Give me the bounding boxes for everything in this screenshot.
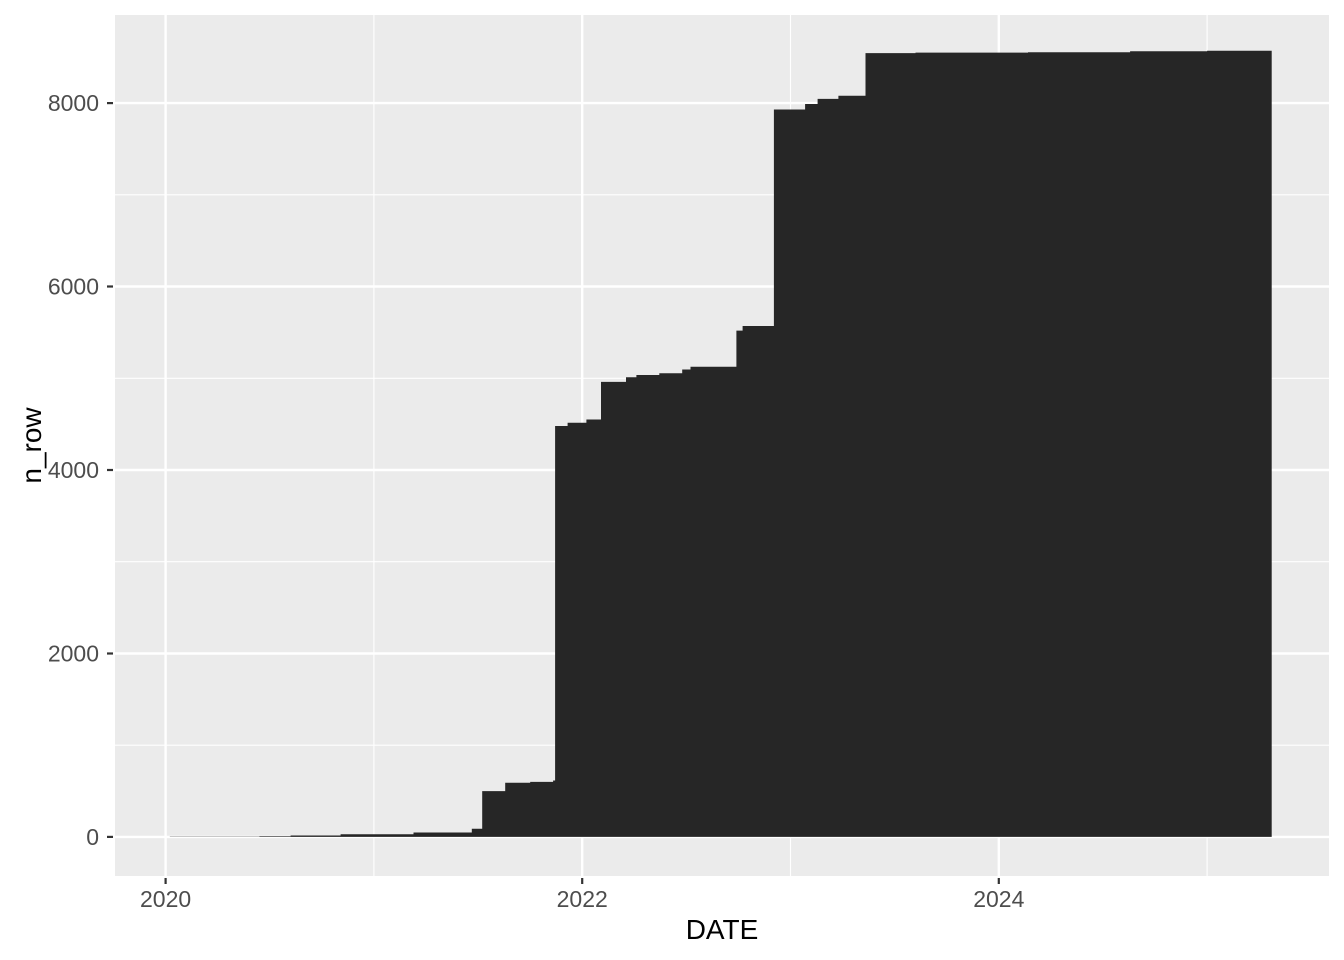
x-axis-title: DATE: [686, 914, 759, 945]
area-series: [169, 50, 1272, 837]
x-tick-label: 2020: [140, 886, 191, 912]
x-tick-label: 2022: [557, 886, 608, 912]
x-tick-label: 2024: [973, 886, 1024, 912]
plot-layer: 2020 2022 2024 0 2000 4000 6000 8000: [48, 15, 1329, 912]
y-tick-label: 0: [86, 824, 99, 850]
y-axis-title: n_row: [16, 407, 47, 484]
y-tick-label: 2000: [48, 641, 99, 667]
y-tick-label: 4000: [48, 457, 99, 483]
y-tick-label: 6000: [48, 274, 99, 300]
y-tick-label: 8000: [48, 90, 99, 116]
